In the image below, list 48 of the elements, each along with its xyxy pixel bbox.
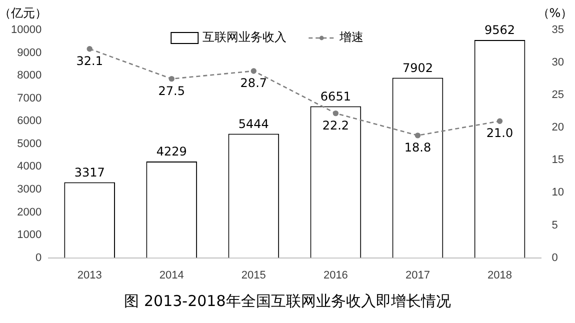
y-tick-label: 6000 xyxy=(17,115,42,128)
data-label: 7902 xyxy=(402,60,433,75)
x-tick-label: 2018 xyxy=(488,269,512,282)
data-label: 18.8 xyxy=(404,140,432,155)
point xyxy=(86,46,92,52)
y-tick-label: 0 xyxy=(35,252,42,264)
y2-tick-label: 0 xyxy=(552,252,558,264)
text: 图 2013-2018年全国互联网业务收入即增长情况 xyxy=(123,292,452,311)
y-tick-label: 3000 xyxy=(17,183,42,196)
y-tick-label: 2000 xyxy=(17,206,42,218)
y-tick-label: 8000 xyxy=(17,70,42,82)
x-tick-label: 2017 xyxy=(405,269,430,282)
legend-label: 增速 xyxy=(338,30,364,44)
data-label: 21.0 xyxy=(486,126,514,140)
y2-tick-label: 20 xyxy=(552,122,564,134)
point xyxy=(332,110,339,116)
y-tick-label: 10000 xyxy=(10,24,42,36)
point xyxy=(414,132,421,138)
y-tick-label: 4000 xyxy=(17,160,42,173)
data-label: 22.2 xyxy=(322,118,350,132)
y-axis-title: （亿元） xyxy=(0,6,47,20)
point xyxy=(250,68,257,74)
x-tick-label: 2013 xyxy=(77,269,102,282)
x-tick-label: 2015 xyxy=(241,269,266,282)
data-label: 5444 xyxy=(238,116,269,131)
y2-tick-label: 5 xyxy=(552,219,558,232)
x-tick-label: 2014 xyxy=(159,269,184,282)
data-label: 3317 xyxy=(74,165,105,180)
data-label: 28.7 xyxy=(240,76,268,90)
y-tick-label: 5000 xyxy=(17,138,42,150)
data-label: 9562 xyxy=(484,23,516,38)
y-tick-label: 7000 xyxy=(17,92,42,104)
y-tick-label: 9000 xyxy=(17,46,42,59)
y2-tick-label: 35 xyxy=(552,24,564,36)
point xyxy=(496,118,503,124)
legend-label: 互联网业务收入 xyxy=(202,30,287,44)
y2-tick-label: 30 xyxy=(552,56,564,69)
data-label: 27.5 xyxy=(158,84,185,98)
y2-axis-title: （%） xyxy=(537,6,573,20)
data-label: 4229 xyxy=(156,144,187,159)
x-tick-label: 2016 xyxy=(323,269,348,282)
y2-tick-label: 25 xyxy=(552,89,564,102)
y-tick-label: 1000 xyxy=(17,229,42,242)
y2-tick-label: 15 xyxy=(552,154,564,166)
data-label: 6651 xyxy=(320,89,351,104)
point xyxy=(168,76,174,82)
data-label: 32.1 xyxy=(76,54,103,68)
y2-tick-label: 10 xyxy=(552,186,564,199)
